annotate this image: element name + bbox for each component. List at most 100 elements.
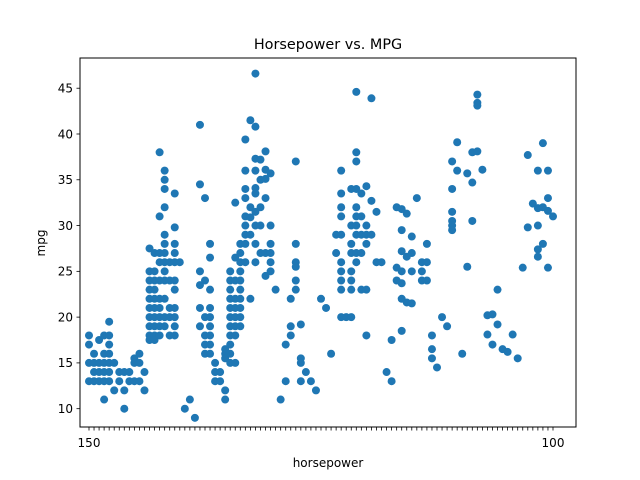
data-point — [362, 182, 371, 191]
data-point — [85, 331, 93, 340]
data-point — [533, 252, 542, 261]
data-point — [352, 221, 361, 230]
data-point — [110, 386, 119, 395]
data-point — [266, 221, 275, 230]
data-point — [266, 249, 275, 258]
data-point — [458, 349, 467, 358]
data-point — [382, 368, 391, 377]
data-point — [463, 262, 472, 271]
data-point — [246, 213, 255, 222]
data-point — [195, 322, 204, 331]
data-point — [296, 377, 305, 386]
data-point — [256, 155, 265, 164]
data-point — [281, 340, 290, 349]
data-point — [543, 194, 552, 203]
data-point — [241, 221, 250, 230]
data-point — [533, 166, 542, 175]
data-point — [311, 386, 320, 395]
data-point — [246, 294, 255, 303]
data-point — [332, 249, 341, 258]
data-point — [543, 263, 552, 272]
data-point — [473, 101, 482, 110]
data-point — [170, 276, 179, 285]
data-point — [453, 138, 462, 147]
data-point — [241, 184, 250, 193]
data-point — [317, 294, 325, 303]
data-point — [221, 386, 230, 395]
data-point — [397, 326, 406, 335]
data-point — [251, 184, 260, 193]
data-point — [231, 198, 240, 207]
plot-area — [79, 57, 577, 428]
data-point — [155, 303, 164, 312]
data-point — [291, 157, 300, 166]
data-point — [352, 87, 361, 96]
data-point — [105, 368, 114, 377]
data-point — [281, 377, 290, 386]
data-point — [226, 267, 235, 276]
data-point — [362, 239, 371, 248]
data-point — [347, 239, 356, 248]
data-point — [518, 263, 527, 272]
data-point — [251, 258, 260, 267]
data-point — [448, 157, 457, 166]
data-point — [206, 340, 215, 349]
data-point — [256, 221, 265, 230]
data-point — [337, 189, 346, 198]
data-point — [306, 377, 315, 386]
data-point — [266, 169, 275, 178]
data-point — [523, 151, 532, 160]
data-point — [140, 368, 149, 377]
data-point — [195, 120, 204, 129]
data-point — [538, 239, 547, 248]
data-point — [135, 349, 144, 358]
data-point — [226, 285, 235, 294]
data-point — [538, 139, 547, 148]
data-point — [150, 285, 159, 294]
data-point — [266, 258, 275, 267]
data-point — [327, 349, 336, 358]
data-point — [100, 395, 109, 404]
data-point — [352, 203, 361, 212]
data-point — [448, 207, 457, 216]
data-point — [236, 313, 245, 322]
data-point — [508, 330, 517, 339]
data-point — [236, 249, 245, 258]
data-point — [185, 395, 194, 404]
data-point — [291, 276, 300, 285]
data-point — [135, 358, 144, 367]
data-point — [226, 340, 235, 349]
data-point — [493, 320, 502, 329]
data-point — [190, 413, 199, 422]
data-point — [422, 239, 431, 248]
data-point — [397, 226, 406, 235]
data-point — [195, 180, 204, 189]
data-point — [160, 166, 169, 175]
data-point — [276, 395, 285, 404]
data-point — [231, 358, 240, 367]
data-point — [110, 358, 119, 367]
data-point — [206, 303, 215, 312]
data-point — [347, 313, 356, 322]
data-point — [251, 122, 260, 131]
data-point — [120, 404, 129, 413]
data-point — [387, 377, 396, 386]
data-point — [271, 285, 280, 294]
data-point — [291, 239, 300, 248]
data-point — [347, 285, 356, 294]
data-point — [549, 212, 557, 221]
data-point — [150, 267, 159, 276]
x-axis: 150 100 — [78, 427, 564, 450]
data-point — [160, 294, 169, 303]
data-point — [488, 310, 497, 319]
data-point — [352, 258, 361, 267]
data-point — [352, 157, 361, 166]
data-point — [533, 221, 542, 230]
data-point — [236, 303, 245, 312]
data-point — [236, 276, 245, 285]
data-point — [115, 377, 124, 386]
data-point — [412, 194, 421, 203]
data-point — [120, 386, 129, 395]
data-point — [155, 212, 164, 221]
data-point — [241, 258, 250, 267]
